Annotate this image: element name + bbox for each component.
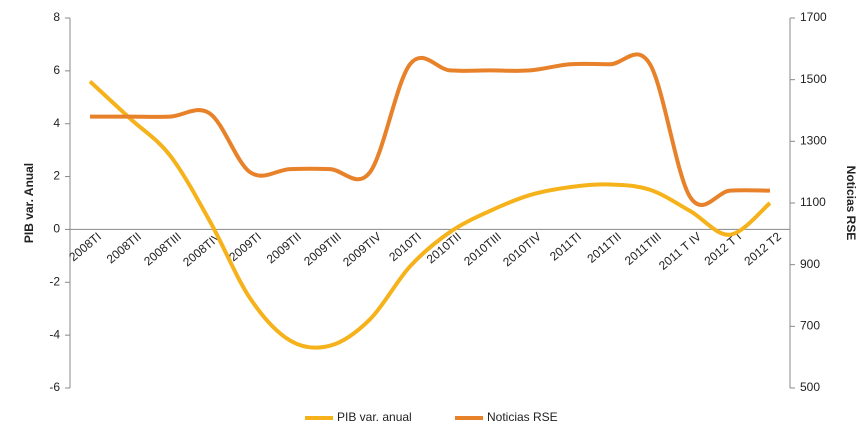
x-tick-label: 2008TIII (141, 229, 184, 268)
y-tick-label: 4 (53, 116, 60, 130)
y-tick-label: -4 (49, 327, 60, 341)
x-tick-label: 2009TII (264, 229, 304, 266)
x-tick-label: 2011 T IV (656, 229, 704, 272)
legend-label: Noticias RSE (487, 410, 558, 424)
y-tick-label: -6 (49, 380, 60, 394)
y2-tick-label: 1300 (800, 134, 827, 148)
y-tick-label: 6 (53, 63, 60, 77)
series-line (88, 79, 772, 350)
series-line (90, 52, 771, 207)
x-tick-label: 2012 T2 (741, 229, 784, 268)
y-axis-title: PIB var. Anual (22, 163, 36, 243)
y2-tick-label: 1100 (800, 195, 826, 209)
legend-label: PIB var. anual (337, 410, 412, 424)
y2-tick-label: 1500 (800, 72, 827, 86)
x-tick-label: 2010TIII (461, 229, 504, 268)
y2-tick-label: 700 (800, 319, 820, 333)
y-tick-label: 0 (53, 222, 60, 236)
y2-tick-label: 900 (800, 257, 820, 271)
y2-tick-label: 500 (800, 380, 820, 394)
y-tick-label: -2 (49, 274, 60, 288)
x-tick-label: 2009TI (226, 229, 264, 264)
y-tick-label: 8 (53, 10, 60, 24)
x-tick-label: 2011TI (547, 229, 584, 263)
x-tick-label: 2009TIV (340, 229, 384, 269)
y2-tick-label: 1700 (800, 10, 827, 24)
x-tick-label: 2008TII (104, 229, 144, 266)
x-tick-label: 2008TI (66, 229, 104, 264)
y2-axis-title: Noticias RSE (844, 166, 858, 241)
x-tick-label: 2009TIII (301, 229, 344, 268)
x-tick-label: 2010TIV (500, 229, 544, 269)
x-tick-label: 2011TII (584, 229, 623, 265)
y-tick-label: 2 (53, 169, 60, 183)
